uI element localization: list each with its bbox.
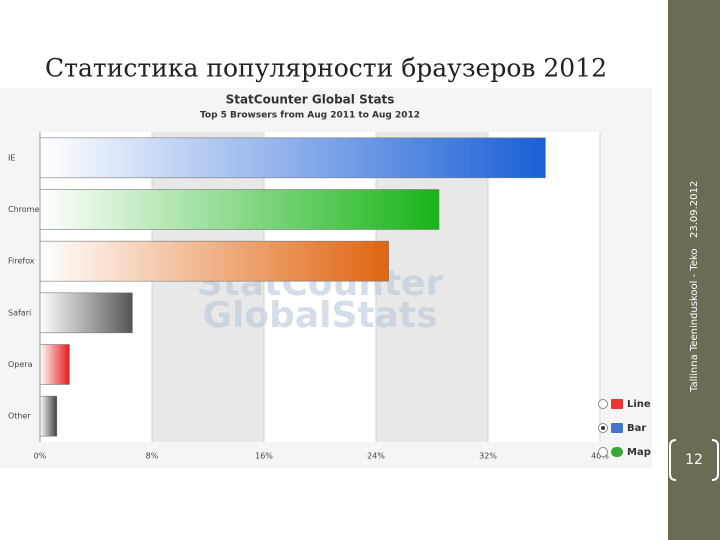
bar xyxy=(39,395,58,437)
view-icon xyxy=(611,447,623,457)
y-tick-label: Chrome xyxy=(8,205,39,214)
watermark: GlobalStats xyxy=(202,295,437,336)
side-band xyxy=(668,0,720,540)
footer-date: 23.09.2012 xyxy=(689,181,700,238)
grid-band xyxy=(152,132,264,442)
bar xyxy=(39,240,389,282)
view-option[interactable]: Map xyxy=(627,447,651,458)
y-tick-label: Other xyxy=(8,412,31,421)
bar xyxy=(39,292,133,334)
bar xyxy=(39,344,70,385)
x-tick-label: 0% xyxy=(34,452,47,461)
chart-title: StatCounter Global Stats xyxy=(226,93,395,107)
y-tick-label: Firefox xyxy=(8,257,35,266)
view-radio-dot xyxy=(601,426,605,430)
page-number-bracket xyxy=(669,439,719,481)
page-number: 12 xyxy=(685,452,703,468)
x-tick-label: 32% xyxy=(479,452,497,461)
view-option[interactable]: Bar xyxy=(627,423,646,434)
grid-band xyxy=(376,132,488,442)
plot-background xyxy=(40,132,600,442)
chart-subtitle: Top 5 Browsers from Aug 2011 to Aug 2012 xyxy=(200,111,420,121)
view-icon xyxy=(611,399,623,409)
view-icon xyxy=(611,423,623,433)
y-tick-label: IE xyxy=(8,153,15,162)
x-tick-label: 16% xyxy=(255,452,273,461)
view-radio[interactable] xyxy=(598,447,608,457)
slide-title: Статистика популярности браузеров 2012 xyxy=(45,54,607,83)
view-radio[interactable] xyxy=(598,399,608,409)
y-tick-label: Safari xyxy=(8,308,31,317)
y-tick-label: Opera xyxy=(8,360,33,369)
footer-org: Tallinna Teeninduskool - Teko xyxy=(689,249,700,394)
x-tick-label: 8% xyxy=(146,452,159,461)
plot: StatCounterGlobalStats0%8%16%24%32%40%IE… xyxy=(8,132,651,461)
x-tick-label: 24% xyxy=(367,452,385,461)
bar xyxy=(39,137,546,179)
view-option[interactable]: Line xyxy=(627,399,651,410)
bar xyxy=(39,189,440,230)
